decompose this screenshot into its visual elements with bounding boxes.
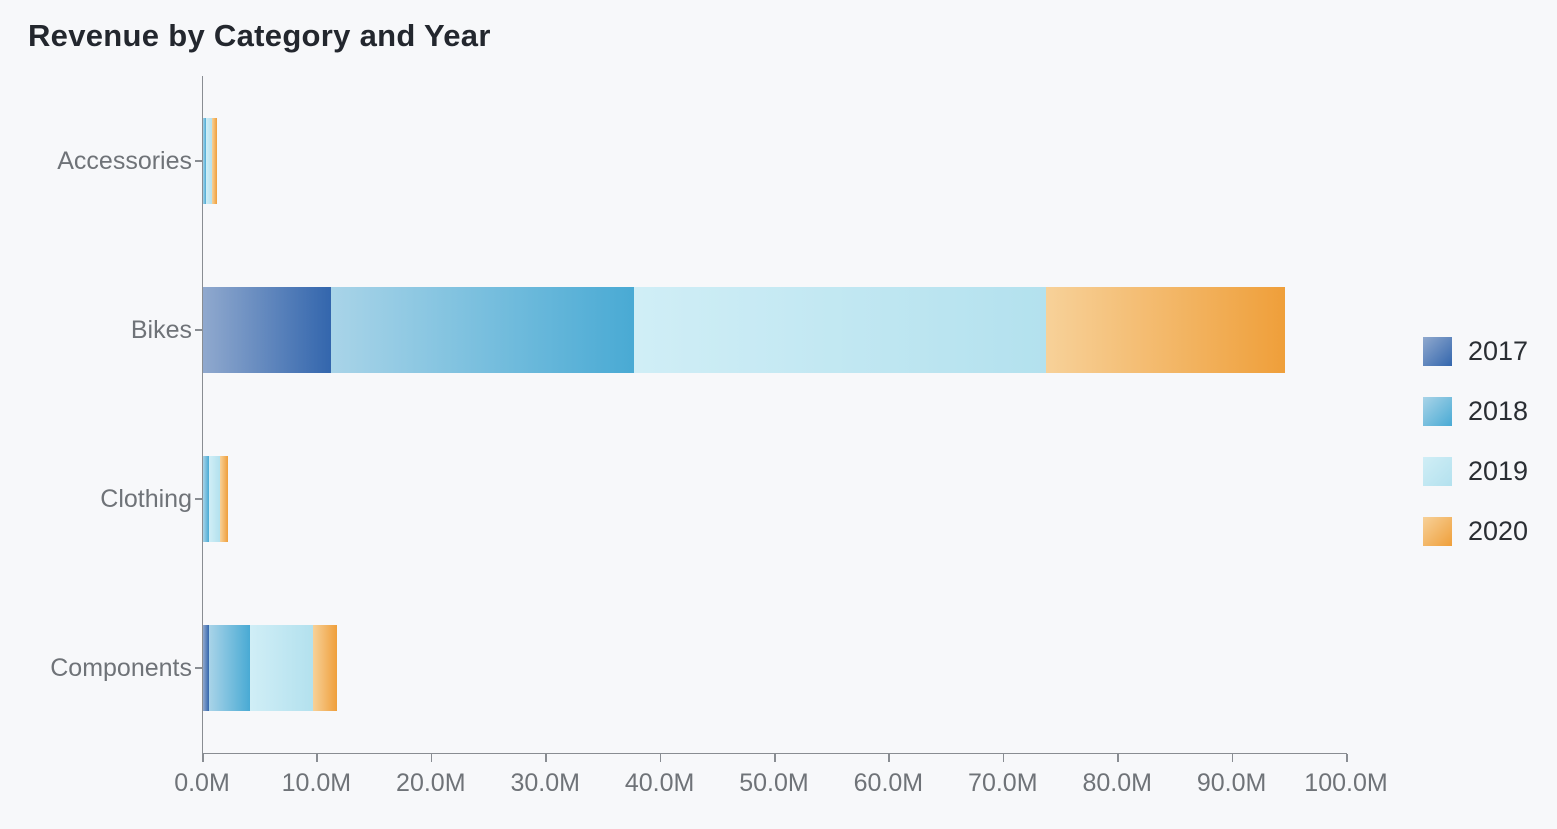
category-tick — [195, 328, 202, 331]
bar-segment-bikes-2017[interactable] — [203, 286, 332, 373]
x-axis-tick — [545, 754, 547, 762]
bar-segment-components-2018[interactable] — [208, 625, 250, 712]
bar-segment-components-2017[interactable] — [203, 625, 209, 712]
x-axis-tick — [1346, 754, 1348, 762]
bar-segment-bikes-2019[interactable] — [634, 286, 1047, 373]
x-axis-tick-label: 70.0M — [968, 769, 1038, 797]
legend-item-2020[interactable]: 2020 — [1423, 517, 1528, 546]
bar-segment-clothing-2018[interactable] — [203, 456, 209, 543]
category-label-bikes: Bikes — [130, 315, 192, 344]
category-label-accessories: Accessories — [57, 146, 192, 175]
chart-title: Revenue by Category and Year — [28, 18, 491, 53]
bar-segment-bikes-2018[interactable] — [331, 286, 635, 373]
x-axis-tick — [659, 754, 662, 762]
category-label-components: Components — [50, 654, 192, 683]
x-axis-tick — [888, 754, 890, 762]
bar-accessories — [203, 117, 217, 204]
legend-label-2017: 2017 — [1468, 336, 1529, 366]
x-axis-tick-label: 30.0M — [510, 769, 580, 797]
x-axis-tick — [316, 754, 318, 762]
bar-segment-accessories-2018[interactable] — [203, 117, 206, 204]
legend-label-2018: 2018 — [1468, 396, 1529, 426]
category-tick — [195, 498, 202, 501]
legend-label-2020: 2020 — [1468, 516, 1529, 546]
plot-area — [202, 76, 1347, 754]
x-axis-tick-label: 10.0M — [281, 769, 352, 797]
x-axis-tick — [1117, 754, 1119, 762]
x-axis-tick-label: 40.0M — [624, 769, 695, 797]
bar-segment-components-2019[interactable] — [249, 625, 313, 712]
bar-clothing — [203, 456, 228, 543]
bar-segment-components-2020[interactable] — [312, 625, 337, 712]
legend: 2017 2018 2019 2020 — [1423, 337, 1528, 577]
x-axis-tick-label: 0.0M — [174, 769, 230, 797]
legend-item-2017[interactable]: 2017 — [1423, 337, 1528, 366]
bar-segment-accessories-2020[interactable] — [211, 117, 217, 204]
x-axis-tick — [430, 754, 433, 762]
category-label-clothing: Clothing — [100, 485, 192, 514]
legend-label-2019: 2019 — [1468, 456, 1529, 486]
x-axis-tick-label: 90.0M — [1196, 769, 1267, 797]
bar-segment-bikes-2020[interactable] — [1046, 286, 1286, 373]
x-axis-tick — [774, 754, 776, 762]
bar-components — [203, 625, 337, 712]
category-tick — [195, 159, 202, 162]
legend-swatch-2020 — [1423, 517, 1452, 546]
bar-segment-clothing-2020[interactable] — [220, 456, 228, 543]
x-axis-tick-label: 100.0M — [1304, 769, 1388, 797]
legend-item-2018[interactable]: 2018 — [1423, 397, 1528, 426]
x-axis-tick-label: 60.0M — [853, 769, 924, 797]
category-tick — [195, 667, 202, 670]
x-axis-tick-label: 80.0M — [1082, 769, 1152, 797]
x-axis-tick-label: 50.0M — [739, 769, 809, 797]
bar-bikes — [203, 286, 1286, 373]
x-axis-tick — [1002, 754, 1005, 762]
x-axis-tick-label: 20.0M — [396, 769, 466, 797]
x-axis-tick — [202, 754, 204, 762]
legend-swatch-2017 — [1423, 337, 1452, 366]
x-axis-tick — [1231, 754, 1234, 762]
legend-item-2019[interactable]: 2019 — [1423, 457, 1528, 486]
legend-swatch-2019 — [1423, 457, 1452, 486]
legend-swatch-2018 — [1423, 397, 1452, 426]
bar-segment-clothing-2019[interactable] — [208, 456, 221, 543]
bar-segment-accessories-2019[interactable] — [205, 117, 212, 204]
